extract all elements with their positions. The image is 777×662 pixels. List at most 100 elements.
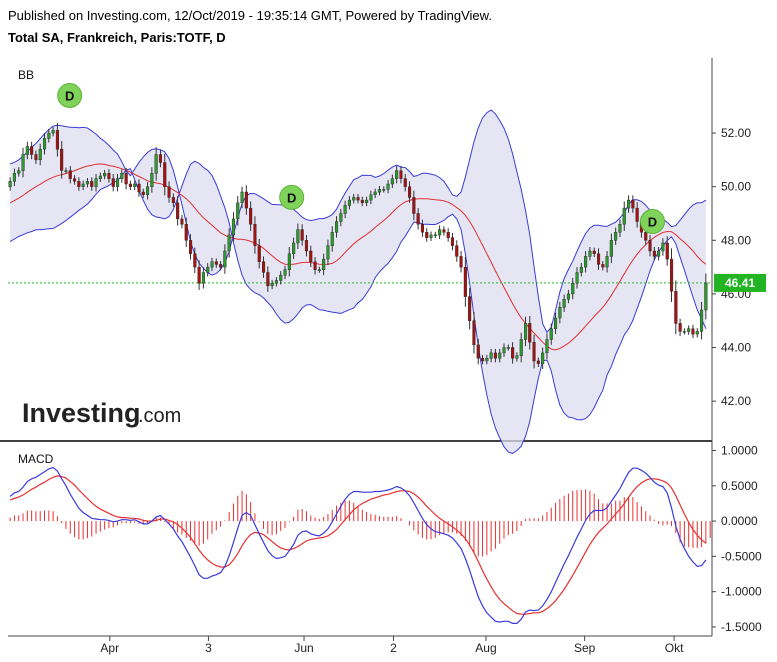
candle-body: [377, 189, 382, 193]
candle-body: [597, 253, 601, 265]
candle: [588, 247, 592, 261]
candle: [158, 149, 163, 168]
macd-tick-label: -1.0000: [721, 585, 762, 599]
candle-body: [678, 323, 682, 332]
price-tick-label: 48.00: [721, 233, 751, 247]
macd-tick-label: -1.5000: [721, 620, 762, 634]
candle-body: [687, 328, 691, 332]
candle-body: [107, 173, 111, 179]
candle: [309, 245, 313, 268]
candle-body: [223, 250, 227, 268]
candle: [128, 180, 133, 191]
logo-brand: Investing: [22, 398, 141, 428]
candle: [687, 325, 691, 335]
candle-body: [180, 218, 184, 225]
macd-line: [9, 466, 707, 625]
candle-body: [253, 223, 257, 246]
candle-body: [128, 183, 133, 187]
candle-body: [463, 266, 467, 297]
candle: [493, 348, 498, 363]
candle-body: [657, 250, 661, 257]
candle-body: [493, 352, 498, 359]
candle-body: [644, 232, 648, 241]
candle: [120, 169, 124, 183]
candle-body: [154, 154, 158, 174]
candle: [700, 301, 704, 340]
candle-body: [326, 245, 330, 260]
candle: [635, 202, 639, 228]
candle-body: [90, 181, 94, 187]
candle: [72, 175, 77, 185]
candle-body: [682, 331, 686, 333]
price-tick-label: 50.00: [721, 180, 751, 194]
candle: [240, 186, 244, 209]
candle: [622, 201, 626, 231]
candle-body: [279, 274, 283, 281]
candle: [249, 201, 253, 231]
candle-body: [352, 197, 356, 201]
candle: [678, 318, 682, 337]
candle-body: [627, 199, 631, 209]
candle: [141, 188, 145, 199]
candle-body: [438, 229, 442, 236]
candle-body: [386, 183, 390, 190]
candle: [94, 173, 98, 192]
candle-body: [163, 162, 167, 187]
candle: [648, 234, 652, 257]
candle-body: [566, 293, 570, 300]
symbol-title: Total SA, Frankreich, Paris:TOTF, D: [8, 30, 226, 45]
candle-body: [227, 234, 231, 252]
candle: [545, 333, 549, 359]
candle-body: [592, 250, 596, 254]
candle: [30, 141, 34, 160]
candle-body: [197, 266, 201, 284]
candle: [145, 181, 150, 200]
candle: [8, 177, 12, 191]
candle: [124, 167, 128, 190]
candle-body: [25, 146, 29, 155]
dividend-badge: D: [639, 209, 665, 235]
candle-body: [111, 178, 115, 187]
candle: [270, 279, 274, 290]
candle-body: [652, 250, 656, 257]
candle-body: [545, 339, 549, 354]
candle-body: [322, 258, 326, 271]
bb-pane-label: BB: [18, 68, 34, 82]
candle: [399, 165, 403, 184]
candle: [283, 265, 287, 280]
candle-body: [695, 331, 699, 335]
candle: [438, 225, 442, 239]
candle: [403, 173, 407, 192]
candle-body: [47, 132, 51, 139]
candle: [47, 129, 51, 143]
candle: [214, 258, 218, 268]
candle-body: [184, 223, 188, 241]
candle: [554, 312, 558, 335]
candle-body: [670, 258, 674, 292]
candle: [304, 234, 309, 257]
candle-body: [360, 199, 364, 204]
candle: [682, 328, 686, 335]
candle: [60, 141, 64, 179]
candle: [279, 271, 283, 285]
candle: [274, 277, 279, 287]
candle: [12, 168, 17, 187]
candle-body: [55, 130, 59, 150]
macd-lines: [9, 466, 707, 625]
candle: [468, 287, 472, 330]
candle: [244, 185, 248, 215]
candle: [180, 214, 184, 229]
candle-body: [214, 261, 218, 265]
candle: [498, 348, 502, 363]
candle: [210, 257, 214, 272]
badge-circle: [639, 209, 665, 235]
macd-histogram: [9, 489, 711, 557]
candle-body: [648, 240, 652, 252]
candle-body: [120, 173, 124, 179]
candle-body: [103, 173, 107, 177]
candle: [77, 177, 81, 191]
candle: [330, 226, 334, 252]
candle: [541, 347, 545, 369]
candle-body: [605, 256, 609, 268]
